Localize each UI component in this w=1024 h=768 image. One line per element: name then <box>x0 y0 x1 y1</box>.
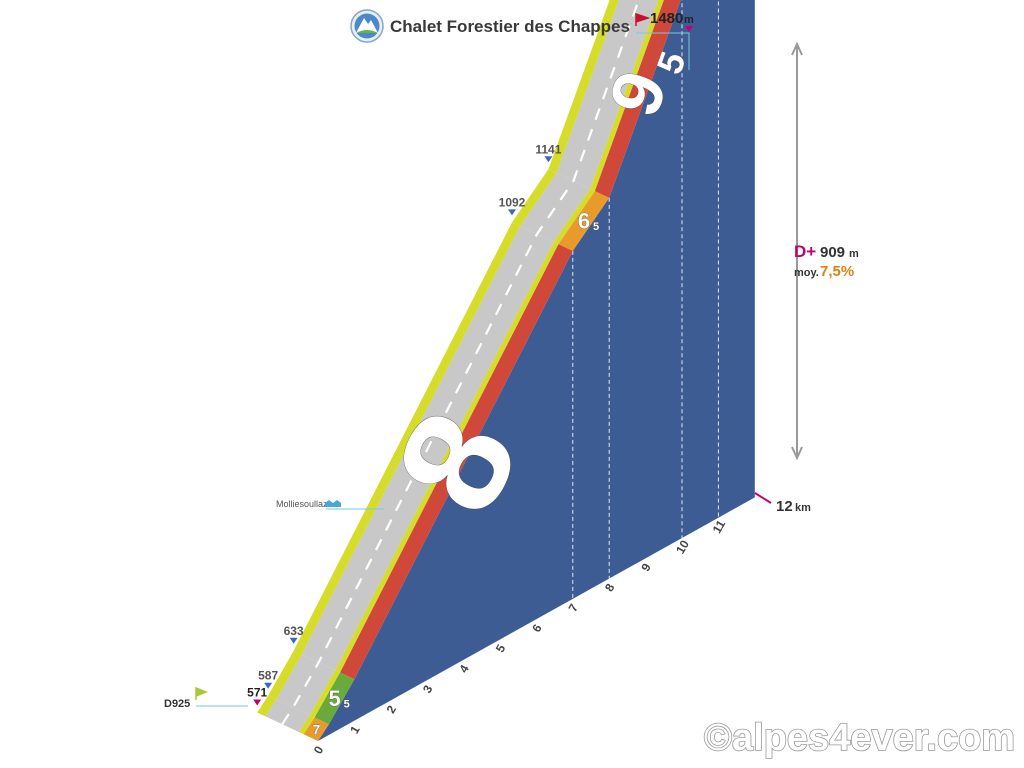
near-shoulder <box>309 670 340 718</box>
start-road-label: D925 <box>164 698 190 710</box>
km-tick-label: 3 <box>420 682 436 695</box>
km-tick-label: 4 <box>456 662 472 675</box>
red-flag-icon <box>635 12 651 26</box>
road-center-line <box>281 0 640 725</box>
summit-unit: m <box>684 14 694 26</box>
mountain-logo-icon <box>350 9 384 43</box>
km-tick-label: 6 <box>529 622 545 635</box>
km-tick-label: 1 <box>347 723 363 736</box>
km-tick-label: 8 <box>602 581 618 594</box>
altitude-marker: 1141 <box>535 142 562 163</box>
altitude-pointer-icon <box>264 682 273 689</box>
altitude-pointer-icon <box>508 209 516 216</box>
waypoint-label: Molliesoullaz <box>276 499 328 509</box>
title-group: Chalet Forestier des Chappes <box>350 9 630 43</box>
grade-band <box>558 191 610 251</box>
start-marker: D925 <box>164 686 248 710</box>
far-shoulder <box>512 169 557 227</box>
near-shoulder <box>298 715 315 735</box>
grade-band <box>303 717 329 741</box>
near-shoulder <box>553 188 595 245</box>
elevation-gain-panel: D+ 909 m moy. 7,5% <box>791 41 859 461</box>
summit-altitude: 1480 <box>650 10 683 27</box>
average-value: 7,5% <box>820 263 854 280</box>
altitude-label: 1092 <box>499 195 526 209</box>
grade-decimal: 5 <box>344 699 350 711</box>
grade-band <box>340 244 573 680</box>
km-tick-label: 7 <box>566 601 582 614</box>
summit-leader-line <box>636 32 690 70</box>
grade-decimal: 5 <box>593 221 599 233</box>
km-tick-label: 2 <box>384 703 400 716</box>
far-shoulder <box>293 222 520 655</box>
far-shoulder <box>257 695 277 717</box>
km-tick-label: 9 <box>638 561 654 574</box>
altitude-marker: 633 <box>284 624 304 644</box>
road-surface <box>556 0 659 189</box>
distance-value: 12 <box>776 498 793 515</box>
watermark: ©alpes4ever.com <box>704 717 1015 759</box>
chart-title: Chalet Forestier des Chappes <box>390 17 630 36</box>
house-icon <box>325 500 341 507</box>
elevation-gain-value: 909 <box>820 244 845 261</box>
height-arrow <box>791 41 803 461</box>
elevation-gain-label: D+ <box>794 242 816 261</box>
distance-marker: 12 km <box>754 492 811 515</box>
distance-leader-line <box>754 492 772 504</box>
km-tick-label: 5 <box>493 642 509 655</box>
km-tick-label: 10 <box>673 537 692 556</box>
altitude-label: 633 <box>284 624 304 638</box>
altitude-markers: 5715876331092114113821438 <box>247 142 562 706</box>
profile-top-face <box>257 0 681 741</box>
distance-unit: km <box>795 502 811 514</box>
altitude-marker: 571 <box>247 686 268 706</box>
elevation-gain-unit: m <box>849 248 859 260</box>
summit-marker: 1480 m <box>635 10 694 70</box>
summit-pointer-icon <box>685 26 693 32</box>
road-surface <box>520 173 590 242</box>
waypoint-marker: Molliesoullaz <box>276 499 384 510</box>
altitude-marker: 587 <box>258 669 278 689</box>
grade-integer: 5 <box>328 686 340 711</box>
altitude-pointer-icon <box>289 637 298 644</box>
km-tick-label: 0 <box>311 743 327 756</box>
near-shoulder <box>590 0 664 192</box>
altitude-label: 587 <box>258 669 278 683</box>
near-shoulder <box>335 241 559 673</box>
grade-integer: 7 <box>313 721 321 737</box>
altitude-marker: 1092 <box>499 195 526 216</box>
grade-integer: 6 <box>578 209 590 234</box>
altitude-label: 571 <box>247 686 267 700</box>
altitude-label: 1141 <box>535 142 561 156</box>
far-shoulder <box>268 650 302 700</box>
altitude-pointer-icon <box>544 156 553 163</box>
grade-band <box>594 0 681 198</box>
green-flag-icon <box>195 686 209 700</box>
grade-label: 7 <box>312 721 321 738</box>
far-shoulder <box>548 0 619 174</box>
average-label: moy. <box>794 267 819 279</box>
profile-wall-face <box>318 0 755 741</box>
altitude-pointer-icon <box>253 699 262 706</box>
grade-band <box>314 672 355 725</box>
profile-wall <box>318 0 755 741</box>
